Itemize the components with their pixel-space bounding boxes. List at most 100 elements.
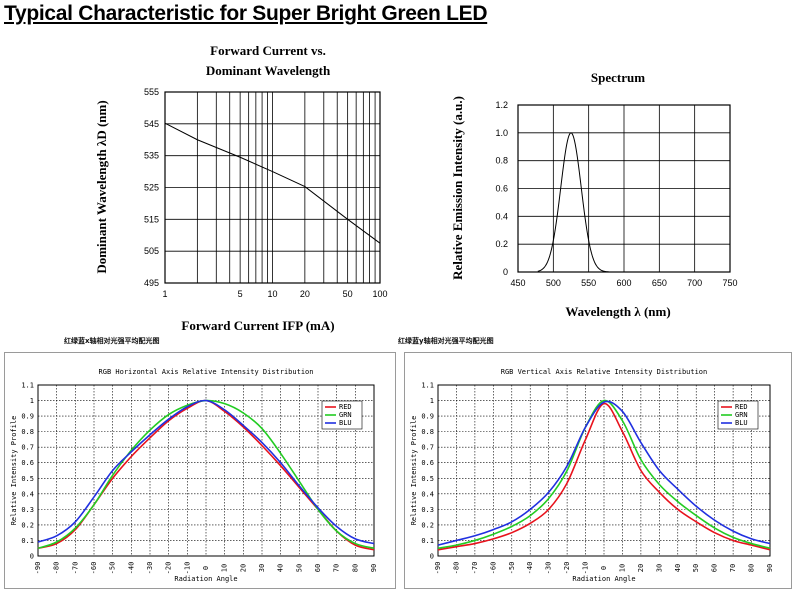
y-tick-label: 1 [30, 397, 34, 405]
spectrum-curve [537, 132, 632, 273]
x-tick-label: 80 [351, 564, 359, 572]
y-tick-label: 0.9 [21, 413, 34, 421]
x-axis-label: Forward Current IFP (mA) [181, 318, 334, 333]
x-tick-label: 550 [581, 278, 596, 288]
x-tick-label: 750 [722, 278, 737, 288]
y-axis-label: Relative Intensity Profile [410, 416, 418, 526]
x-tick-label: 600 [616, 278, 631, 288]
y-tick-label: 0.1 [21, 537, 34, 545]
y-tick-label: 0.6 [495, 184, 508, 194]
y-tick-label: 505 [144, 246, 159, 256]
x-tick-label: 60 [314, 564, 322, 572]
plot-frame [37, 384, 375, 557]
y-tick-label: 0 [30, 553, 34, 561]
legend-label: GRN [735, 411, 748, 419]
y-tick-label: 0.8 [495, 156, 508, 166]
x-tick-label: 50 [343, 289, 353, 299]
x-tick-label: 1 [162, 289, 167, 299]
y-tick-label: 0.4 [421, 490, 434, 498]
x-tick-label: 40 [277, 564, 285, 572]
plot-frame [164, 91, 381, 284]
y-tick-label: 0.3 [421, 506, 434, 514]
x-tick-label: 90 [370, 564, 378, 572]
chart-title: RGB Vertical Axis Relative Intensity Dis… [501, 368, 708, 376]
x-tick-label: -40 [526, 562, 534, 575]
x-tick-label: 10 [267, 289, 277, 299]
x-axis-label: Radiation Angle [174, 575, 237, 583]
y-tick-label: 1 [430, 397, 434, 405]
x-tick-label: -10 [582, 562, 590, 575]
y-tick-label: 0.4 [495, 211, 508, 221]
y-tick-label: 0 [503, 267, 508, 277]
x-tick-label: 10 [221, 564, 229, 572]
x-tick-label: 60 [711, 564, 719, 572]
x-tick-label: -80 [452, 562, 460, 575]
y-tick-label: 0.5 [21, 475, 34, 483]
x-tick-label: 700 [687, 278, 702, 288]
caption-vertical: 红绿蓝y轴相对光强平均配光图 [398, 337, 494, 345]
y-axis-label: Relative Intensity Profile [10, 416, 18, 526]
x-tick-label: 70 [729, 564, 737, 572]
x-tick-label: 90 [766, 564, 774, 572]
x-tick-label: -30 [146, 562, 154, 575]
y-tick-label: 1.2 [495, 100, 508, 110]
x-tick-label: -40 [127, 562, 135, 575]
y-tick-label: 0.8 [421, 428, 434, 436]
y-tick-label: 0 [430, 553, 434, 561]
x-tick-label: -50 [109, 562, 117, 575]
y-tick-label: 555 [144, 87, 159, 97]
x-tick-label: 5 [238, 289, 243, 299]
y-axis-label: Dominant Wavelength λD (nm) [94, 100, 109, 273]
chart-title-line-1: Forward Current vs. [210, 43, 326, 58]
y-tick-label: 0.2 [21, 521, 34, 529]
legend-label: RED [735, 403, 748, 411]
x-axis-label: Wavelength λ (nm) [565, 304, 670, 319]
x-tick-label: 10 [618, 564, 626, 572]
panel-frame [404, 352, 792, 589]
chart-title: RGB Horizontal Axis Relative Intensity D… [99, 368, 314, 376]
vertical-distribution-chart: RGB Vertical Axis Relative Intensity Dis… [404, 352, 792, 589]
caption-horizontal: 红绿蓝x轴相对光强平均配光图 [64, 337, 160, 345]
legend-label: RED [339, 403, 352, 411]
plot-frame [437, 384, 771, 557]
y-tick-label: 0.2 [495, 239, 508, 249]
y-tick-label: 1.0 [495, 128, 508, 138]
y-tick-label: 0.6 [421, 459, 434, 467]
x-tick-label: 100 [372, 289, 387, 299]
x-tick-label: 500 [546, 278, 561, 288]
y-tick-label: 515 [144, 214, 159, 224]
y-tick-label: 525 [144, 183, 159, 193]
series-line-red [437, 402, 771, 551]
x-tick-label: 40 [674, 564, 682, 572]
x-tick-label: 50 [295, 564, 303, 572]
y-tick-label: 1.1 [421, 382, 434, 390]
x-tick-label: 450 [510, 278, 525, 288]
y-axis-label: Relative Emission Intensity (a.u.) [450, 96, 465, 280]
x-tick-label: 20 [300, 289, 310, 299]
legend-label: BLU [735, 419, 748, 427]
x-tick-label: 650 [652, 278, 667, 288]
x-tick-label: -10 [183, 562, 191, 575]
y-tick-label: 0.3 [21, 506, 34, 514]
x-axis-label: Radiation Angle [572, 575, 635, 583]
data-line [164, 122, 381, 244]
x-tick-label: 80 [748, 564, 756, 572]
series-line-blue [37, 399, 375, 545]
x-tick-label: 0 [600, 566, 608, 570]
x-tick-label: -90 [434, 562, 442, 575]
y-tick-label: 0.1 [421, 537, 434, 545]
y-tick-label: 535 [144, 151, 159, 161]
chart-title: Spectrum [591, 70, 645, 85]
spectrum-chart: Spectrum 450 500 550 600 650 700 750 0 0.2 0.4 0.6 0… [450, 70, 738, 319]
x-tick-label: -20 [165, 562, 173, 575]
x-tick-label: -80 [53, 562, 61, 575]
x-tick-label: -70 [471, 562, 479, 575]
x-tick-label: 20 [239, 564, 247, 572]
x-tick-label: -20 [563, 562, 571, 575]
forward-current-chart: Forward Current vs. Dominant Wavelength 49… [94, 43, 388, 333]
x-tick-label: -50 [508, 562, 516, 575]
page-title: Typical Characteristic for Super Bright … [4, 2, 488, 25]
x-tick-label: 0 [202, 566, 210, 570]
x-tick-label: 50 [692, 564, 700, 572]
chart-title-line-2: Dominant Wavelength [206, 63, 331, 78]
